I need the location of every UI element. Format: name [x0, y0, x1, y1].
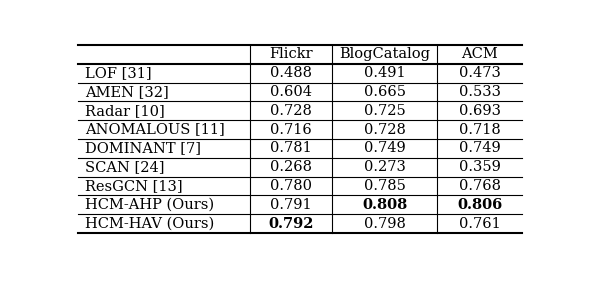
Text: 0.359: 0.359	[458, 160, 500, 174]
Text: 0.749: 0.749	[364, 142, 405, 156]
Text: 0.491: 0.491	[364, 66, 405, 80]
Text: 0.798: 0.798	[364, 217, 405, 231]
Text: 0.728: 0.728	[364, 122, 405, 136]
Text: LOF [31]: LOF [31]	[85, 66, 152, 80]
Text: Radar [10]: Radar [10]	[85, 104, 165, 118]
Text: 0.808: 0.808	[362, 198, 407, 212]
Text: 0.768: 0.768	[458, 179, 500, 193]
Text: 0.728: 0.728	[270, 104, 312, 118]
Text: 0.761: 0.761	[458, 217, 500, 231]
Text: HCM-HAV (Ours): HCM-HAV (Ours)	[85, 217, 214, 231]
Text: 0.273: 0.273	[364, 160, 405, 174]
Text: Flickr: Flickr	[269, 47, 313, 61]
Text: 0.785: 0.785	[364, 179, 405, 193]
Text: 0.806: 0.806	[457, 198, 502, 212]
Text: 0.488: 0.488	[270, 66, 312, 80]
Text: 0.268: 0.268	[270, 160, 312, 174]
Text: 0.665: 0.665	[363, 85, 406, 99]
Text: 0.749: 0.749	[458, 142, 500, 156]
Text: HCM-AHP (Ours): HCM-AHP (Ours)	[85, 198, 214, 212]
Text: 0.792: 0.792	[268, 217, 314, 231]
Text: 0.693: 0.693	[458, 104, 500, 118]
Text: AMEN [32]: AMEN [32]	[85, 85, 169, 99]
Text: DOMINANT [7]: DOMINANT [7]	[85, 142, 201, 156]
Text: 0.716: 0.716	[270, 122, 312, 136]
Text: BlogCatalog: BlogCatalog	[339, 47, 430, 61]
Text: SCAN [24]: SCAN [24]	[85, 160, 165, 174]
Text: 0.791: 0.791	[270, 198, 312, 212]
Text: ACM: ACM	[461, 47, 498, 61]
Text: 0.780: 0.780	[270, 179, 312, 193]
Text: ResGCN [13]: ResGCN [13]	[85, 179, 183, 193]
Text: 0.473: 0.473	[458, 66, 500, 80]
Text: 0.533: 0.533	[458, 85, 500, 99]
Text: ANOMALOUS [11]: ANOMALOUS [11]	[85, 122, 225, 136]
Text: 0.718: 0.718	[458, 122, 500, 136]
Text: 0.604: 0.604	[270, 85, 312, 99]
Text: 0.781: 0.781	[270, 142, 312, 156]
Text: 0.725: 0.725	[364, 104, 405, 118]
